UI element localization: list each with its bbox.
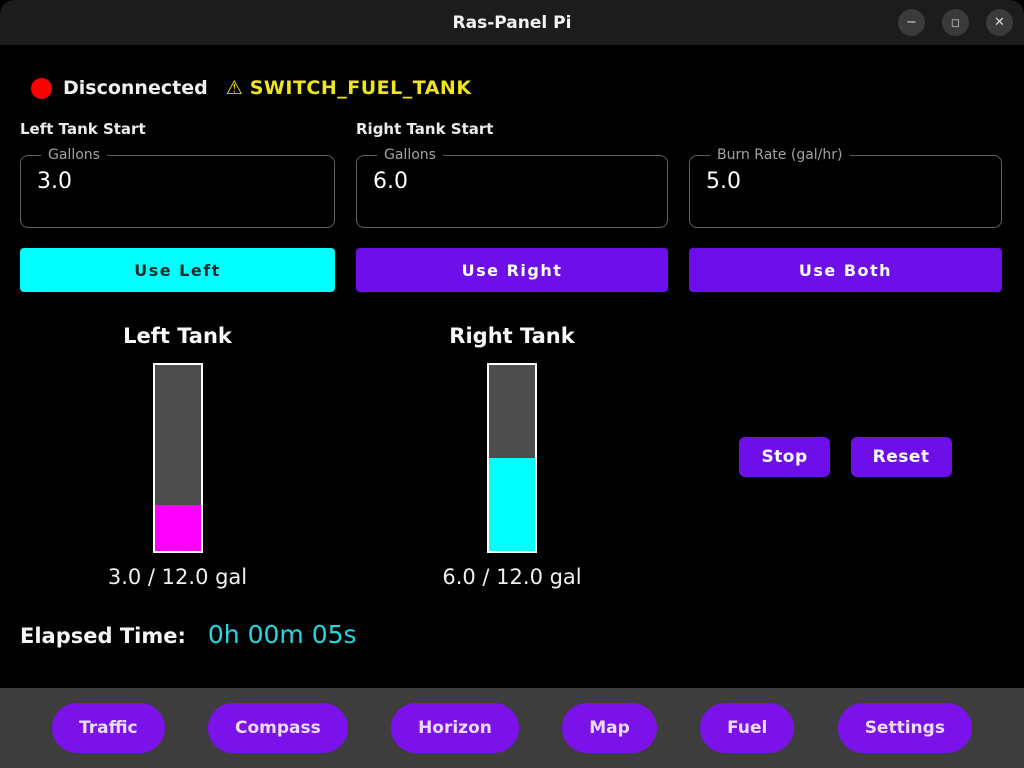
- nav-settings-button[interactable]: Settings: [837, 703, 972, 753]
- nav-compass-button[interactable]: Compass: [207, 703, 348, 753]
- burn-rate-input[interactable]: [702, 163, 989, 194]
- tank-select-row: Use Left Use Right Use Both: [20, 248, 1002, 292]
- elapsed-time-row: Elapsed Time: 0h 00m 05s: [20, 620, 357, 649]
- sim-controls-buttons: Stop Reset: [739, 437, 952, 477]
- close-button[interactable]: ✕: [986, 9, 1013, 36]
- right-tank-title: Right Tank: [449, 324, 575, 348]
- elapsed-time-label: Elapsed Time:: [20, 624, 186, 648]
- right-tank-gauge-fill: [489, 458, 535, 551]
- maximize-icon: ◻: [950, 16, 961, 29]
- right-tank-start-field: Right Tank Start Gallons: [356, 120, 668, 228]
- status-row: Disconnected ⚠ SWITCH_FUEL_TANK: [31, 76, 472, 100]
- right-tank-gauge: [487, 363, 537, 553]
- titlebar: Ras-Panel Pi − ◻ ✕: [0, 0, 1024, 45]
- use-left-button[interactable]: Use Left: [20, 248, 335, 292]
- left-tank-gauge-fill: [154, 504, 201, 551]
- use-right-button[interactable]: Use Right: [356, 248, 668, 292]
- right-tank-start-box: Gallons: [356, 147, 668, 228]
- fields-row: Left Tank Start Gallons Right Tank Start…: [20, 120, 1002, 228]
- left-tank-start-input[interactable]: [33, 163, 322, 194]
- right-tank-start-title: Right Tank Start: [356, 120, 494, 138]
- left-tank-level-label: 3.0 / 12.0 gal: [107, 565, 248, 589]
- right-tank-start-legend: Gallons: [384, 147, 436, 163]
- left-tank-gauge-group: Left Tank 3.0 / 12.0 gal: [20, 324, 335, 589]
- connection-status-icon: [31, 77, 52, 99]
- right-tank-start-input[interactable]: [369, 163, 655, 194]
- warning-message: ⚠ SWITCH_FUEL_TANK: [226, 77, 472, 99]
- burn-rate-box: Burn Rate (gal/hr): [689, 147, 1002, 228]
- connection-status-label: Disconnected: [63, 77, 208, 99]
- nav-fuel-button[interactable]: Fuel: [700, 703, 795, 753]
- use-both-button[interactable]: Use Both: [689, 248, 1002, 292]
- burn-rate-field: Burn Rate (gal/hr): [689, 120, 1002, 228]
- sim-controls-group: Stop Reset: [689, 324, 1002, 589]
- minimize-button[interactable]: −: [898, 9, 925, 36]
- window-controls: − ◻ ✕: [898, 9, 1013, 36]
- left-tank-start-box: Gallons: [20, 147, 335, 228]
- window-title: Ras-Panel Pi: [452, 12, 572, 33]
- close-icon: ✕: [994, 15, 1005, 30]
- reset-button[interactable]: Reset: [850, 437, 952, 477]
- right-tank-gauge-group: Right Tank 6.0 / 12.0 gal: [356, 324, 668, 589]
- burn-rate-legend: Burn Rate (gal/hr): [717, 147, 843, 163]
- left-tank-gauge: [152, 363, 203, 553]
- elapsed-time-value: 0h 00m 05s: [207, 620, 357, 649]
- left-tank-start-legend: Gallons: [48, 147, 100, 163]
- bottom-navbar: Traffic Compass Horizon Map Fuel Setting…: [0, 688, 1024, 768]
- left-tank-start-field: Left Tank Start Gallons: [20, 120, 335, 228]
- right-tank-level-label: 6.0 / 12.0 gal: [442, 565, 582, 589]
- stop-button[interactable]: Stop: [739, 437, 830, 477]
- warning-icon: ⚠: [225, 77, 243, 99]
- minimize-icon: −: [906, 15, 917, 30]
- tanks-row: Left Tank 3.0 / 12.0 gal Right Tank 6.0 …: [20, 324, 1002, 589]
- left-tank-title: Left Tank: [123, 324, 232, 348]
- nav-traffic-button[interactable]: Traffic: [52, 703, 165, 753]
- burn-rate-title: [689, 120, 1002, 147]
- left-tank-start-title: Left Tank Start: [20, 120, 146, 138]
- nav-map-button[interactable]: Map: [562, 703, 657, 753]
- warning-label: SWITCH_FUEL_TANK: [249, 77, 472, 99]
- nav-horizon-button[interactable]: Horizon: [391, 703, 519, 753]
- maximize-button[interactable]: ◻: [942, 9, 969, 36]
